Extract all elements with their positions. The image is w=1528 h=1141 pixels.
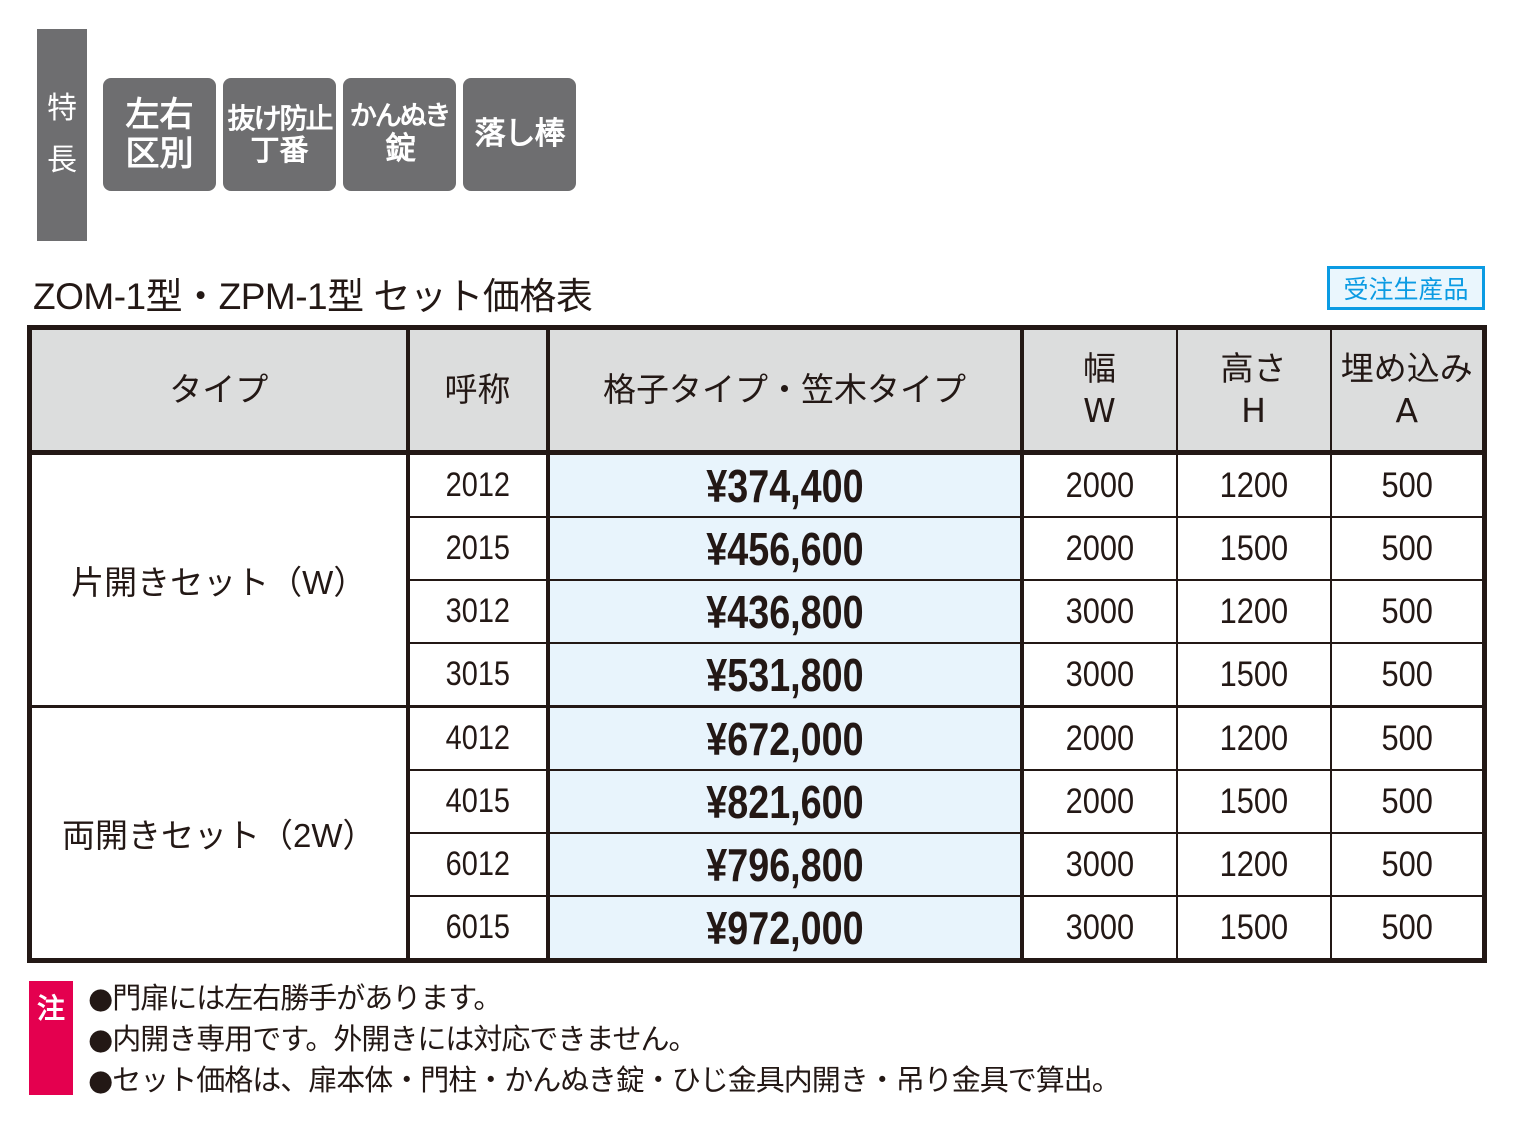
header-line: W bbox=[1083, 391, 1116, 430]
badge-line: 落し棒 bbox=[474, 116, 566, 153]
code-cell: 2015 bbox=[405, 516, 549, 581]
column-header-embed: 埋め込み A bbox=[1329, 326, 1486, 454]
width-cell: 3000 bbox=[1019, 642, 1178, 708]
table-row: 3015 ¥531,800 3000 1500 500 bbox=[30, 642, 1486, 708]
table-row: 6012 ¥796,800 3000 1200 500 bbox=[30, 832, 1486, 897]
table-header-row: タイプ 呼称 格子タイプ・笠木タイプ 幅 W 高さ H 埋め込み A bbox=[28, 326, 1486, 454]
feature-badge-latch-lock: かんぬき 錠 bbox=[343, 78, 456, 191]
table-row: 2015 ¥456,600 2000 1500 500 bbox=[30, 516, 1486, 581]
height-cell: 1200 bbox=[1175, 579, 1332, 644]
feature-badges: 左右 区別 抜け防止 丁番 かんぬき 錠 落し棒 bbox=[103, 78, 576, 191]
badge-line: 区別 bbox=[125, 133, 194, 174]
price-cell: ¥374,400 bbox=[545, 451, 1023, 518]
height-cell: 1500 bbox=[1175, 769, 1332, 834]
note-item: ●セット価格は、扉本体・門柱・かんぬき錠・ひじ金具内開き・吊り金具で算出。 bbox=[88, 1063, 1121, 1097]
width-cell: 2000 bbox=[1019, 516, 1178, 581]
column-header-designation: 呼称 bbox=[405, 326, 549, 454]
badge-line: 抜け防止 bbox=[227, 101, 333, 135]
column-header-price: 格子タイプ・笠木タイプ bbox=[545, 326, 1023, 454]
height-cell: 1500 bbox=[1175, 895, 1332, 962]
badge-line: 錠 bbox=[385, 131, 416, 168]
feature-badge-hinge: 抜け防止 丁番 bbox=[223, 78, 336, 191]
badge-line: 左右 bbox=[125, 95, 194, 136]
price-cell: ¥531,800 bbox=[545, 642, 1023, 708]
made-to-order-badge: 受注生産品 bbox=[1327, 266, 1485, 310]
width-cell: 3000 bbox=[1019, 895, 1178, 962]
price-cell: ¥456,600 bbox=[545, 516, 1023, 581]
badge-line: 丁番 bbox=[250, 132, 309, 167]
header-line: A bbox=[1395, 391, 1419, 430]
table-row: 両開きセット（2W） 4012 ¥672,000 2000 1200 500 bbox=[28, 705, 1486, 962]
note-item: ●門扉には左右勝手があります。 bbox=[88, 981, 502, 1015]
embed-cell: 500 bbox=[1329, 705, 1486, 771]
height-cell: 1200 bbox=[1175, 832, 1332, 897]
table-row: 4015 ¥821,600 2000 1500 500 bbox=[30, 769, 1486, 834]
type-cell-single: 片開きセット（W） bbox=[28, 451, 409, 708]
column-header-height: 高さ H bbox=[1175, 326, 1332, 454]
column-header-width: 幅 W bbox=[1019, 326, 1178, 454]
height-cell: 1500 bbox=[1175, 642, 1332, 708]
code-cell: 6015 bbox=[405, 895, 549, 962]
embed-cell: 500 bbox=[1329, 451, 1486, 518]
height-cell: 1200 bbox=[1175, 451, 1332, 518]
height-cell: 1500 bbox=[1175, 516, 1332, 581]
width-cell: 3000 bbox=[1019, 832, 1178, 897]
header-line: H bbox=[1241, 391, 1266, 430]
embed-cell: 500 bbox=[1329, 516, 1486, 581]
table-row: 3012 ¥436,800 3000 1200 500 bbox=[30, 579, 1486, 644]
price-cell: ¥436,800 bbox=[545, 579, 1023, 644]
code-cell: 3015 bbox=[405, 642, 549, 708]
feature-badge-left-right: 左右 区別 bbox=[103, 78, 216, 191]
table-row: 6015 ¥972,000 3000 1500 500 bbox=[30, 895, 1486, 962]
price-cell: ¥972,000 bbox=[545, 895, 1023, 962]
width-cell: 2000 bbox=[1019, 705, 1178, 771]
embed-cell: 500 bbox=[1329, 832, 1486, 897]
note-item: ●内開き専用です。外開きには対応できません。 bbox=[88, 1022, 698, 1056]
code-cell: 2012 bbox=[405, 451, 549, 518]
height-cell: 1200 bbox=[1175, 705, 1332, 771]
table-row: 片開きセット（W） 2012 ¥374,400 2000 1200 500 bbox=[28, 451, 1486, 708]
type-cell-double: 両開きセット（2W） bbox=[28, 705, 409, 962]
price-table: タイプ 呼称 格子タイプ・笠木タイプ 幅 W 高さ H 埋め込み A 片開きセッ… bbox=[27, 325, 1487, 963]
features-label-char: 長 bbox=[47, 143, 77, 178]
price-cell: ¥796,800 bbox=[545, 832, 1023, 897]
column-header-type: タイプ bbox=[28, 326, 409, 454]
notes-list: ●門扉には左右勝手があります。 ●内開き専用です。外開きには対応できません。 ●… bbox=[88, 978, 1121, 1101]
embed-cell: 500 bbox=[1329, 642, 1486, 708]
width-cell: 2000 bbox=[1019, 451, 1178, 518]
header-line: 高さ bbox=[1220, 348, 1287, 388]
width-cell: 3000 bbox=[1019, 579, 1178, 644]
page-title: ZOM-1型・ZPM-1型 セット価格表 bbox=[33, 276, 593, 317]
code-cell: 4015 bbox=[405, 769, 549, 834]
features-label: 特 長 bbox=[37, 29, 87, 241]
embed-cell: 500 bbox=[1329, 769, 1486, 834]
price-cell: ¥821,600 bbox=[545, 769, 1023, 834]
note-tag: 注 bbox=[29, 981, 73, 1095]
code-cell: 6012 bbox=[405, 832, 549, 897]
embed-cell: 500 bbox=[1329, 579, 1486, 644]
header-line: 埋め込み bbox=[1340, 348, 1473, 388]
code-cell: 3012 bbox=[405, 579, 549, 644]
price-cell: ¥672,000 bbox=[545, 705, 1023, 771]
feature-badge-drop-rod: 落し棒 bbox=[463, 78, 576, 191]
features-label-char: 特 bbox=[47, 91, 77, 126]
code-cell: 4012 bbox=[405, 705, 549, 771]
header-line: 幅 bbox=[1083, 348, 1116, 388]
badge-line: かんぬき bbox=[349, 101, 451, 133]
width-cell: 2000 bbox=[1019, 769, 1178, 834]
embed-cell: 500 bbox=[1329, 895, 1486, 962]
